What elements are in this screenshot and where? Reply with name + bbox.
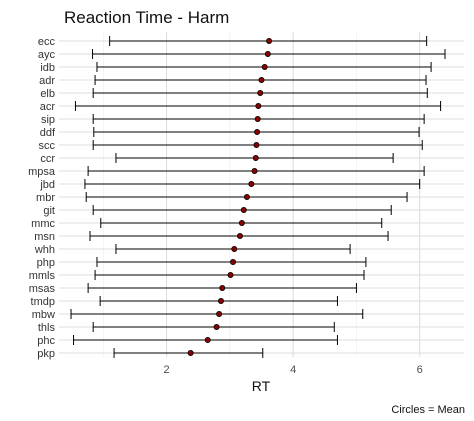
y-tick-label-ecc: ecc [38,36,56,48]
mean-point-phc [204,336,211,343]
y-tick-label-mbw: mbw [32,309,55,321]
x-tick-label: 4 [290,364,296,376]
chart-caption: Circles = Mean [391,404,465,416]
mean-point-git [240,206,247,213]
y-tick-label-sip: sip [41,114,55,126]
mean-point-adr [258,77,265,84]
mean-point-sip [254,116,261,123]
mean-point-msn [236,232,243,239]
x-tick-label: 6 [417,364,423,376]
y-tick-label-ayc: ayc [38,49,56,61]
y-tick-label-msn: msn [34,231,55,243]
mean-point-ccr [252,154,259,161]
y-tick-label-thls: thls [38,322,56,334]
mean-point-pkp [187,349,194,356]
plot-panel [59,32,464,357]
mean-point-tmdp [217,297,224,304]
x-axis-label: RT [252,378,271,394]
y-tick-label-msas: msas [29,283,56,295]
y-tick-label-adr: adr [39,75,55,87]
mean-point-ddf [254,128,261,135]
y-tick-label-mmls: mmls [29,270,56,282]
mean-point-mbw [216,310,223,317]
mean-point-ayc [264,51,271,58]
mean-point-mbr [243,193,250,200]
y-tick-label-mpsa: mpsa [28,166,56,178]
y-tick-label-pkp: pkp [37,348,55,360]
y-tick-label-jbd: jbd [39,179,55,191]
y-tick-label-mmc: mmc [31,218,55,230]
mean-point-php [230,258,237,265]
mean-point-jbd [248,180,255,187]
y-tick-label-acr: acr [40,101,56,113]
y-tick-label-idb: idb [40,62,55,74]
y-tick-label-scc: scc [39,140,56,152]
y-tick-label-whh: whh [34,244,55,256]
mean-point-mmls [227,271,234,278]
y-tick-label-ddf: ddf [40,127,56,139]
mean-point-layer [187,38,273,356]
y-tick-labels: eccaycidbadrelbacrsipddfsccccrmpsajbdmbr… [28,36,56,360]
mean-point-msas [219,284,226,291]
mean-point-acr [255,103,262,110]
mean-point-idb [261,64,268,71]
chart-title: Reaction Time - Harm [64,8,229,27]
mean-point-scc [253,141,260,148]
x-tick-labels: 2 4 6 [164,364,423,376]
y-tick-label-git: git [43,205,55,217]
mean-point-mmc [238,219,245,226]
mean-point-thls [213,323,220,330]
y-tick-label-php: php [37,257,55,269]
x-tick-label: 2 [164,364,170,376]
y-tick-label-elb: elb [40,88,55,100]
mean-point-elb [257,90,264,97]
y-tick-label-mbr: mbr [36,192,55,204]
mean-point-whh [231,245,238,252]
y-tick-label-phc: phc [37,335,55,347]
mean-point-mpsa [251,167,258,174]
y-tick-label-ccr: ccr [40,153,55,165]
mean-point-ecc [266,38,273,45]
y-tick-label-tmdp: tmdp [31,296,55,308]
